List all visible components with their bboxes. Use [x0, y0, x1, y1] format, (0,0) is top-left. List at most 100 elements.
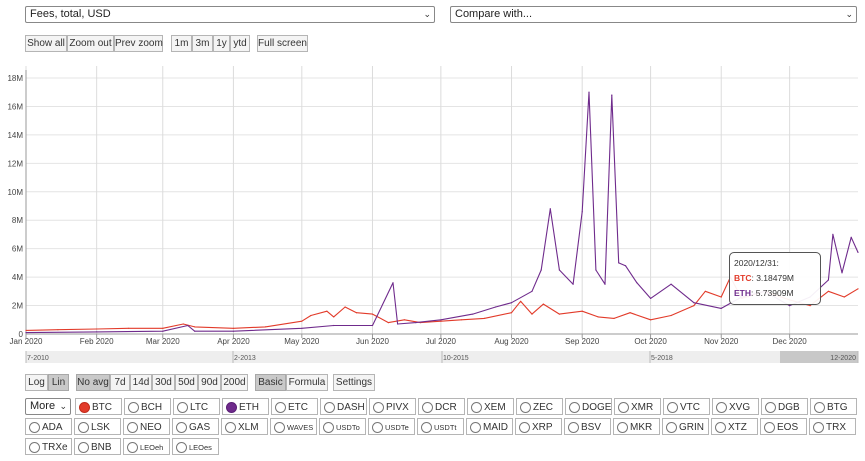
coin-toggle-ada[interactable]: ADA — [25, 418, 72, 435]
coin-toggle-xem[interactable]: XEM — [467, 398, 514, 415]
coin-toggle-pivx[interactable]: PIVX — [369, 398, 416, 415]
range-ytd-button[interactable]: ytd — [230, 35, 250, 52]
coin-toggle-mkr[interactable]: MKR — [613, 418, 660, 435]
coin-label: ETC — [288, 402, 308, 413]
tooltip-btc-value: : 3.18479M — [751, 273, 795, 283]
navigator-label: 2-2013 — [234, 355, 256, 362]
coin-toggle-leoeh[interactable]: LEOeh — [123, 438, 170, 455]
coin-toggle-ltc[interactable]: LTC — [173, 398, 220, 415]
coin-toggle-trx[interactable]: TRX — [809, 418, 856, 435]
coin-toggle-bch[interactable]: BCH — [124, 398, 171, 415]
coin-toggle-bnb[interactable]: BNB — [74, 438, 121, 455]
data-point-eth — [618, 262, 620, 264]
coin-toggle-lsk[interactable]: LSK — [74, 418, 121, 435]
coin-toggle-doge[interactable]: DOGE — [565, 398, 612, 415]
data-point-eth — [841, 272, 843, 274]
coin-toggle-btc[interactable]: BTC — [75, 398, 122, 415]
radio-icon — [764, 422, 775, 433]
coin-label: MKR — [630, 422, 653, 433]
show-all-button[interactable]: Show all — [25, 35, 67, 52]
coin-label: XRP — [532, 422, 553, 433]
prev-zoom-button[interactable]: Prev zoom — [114, 35, 163, 52]
data-point-btc — [355, 312, 358, 314]
zoom-out-button[interactable]: Zoom out — [67, 35, 114, 52]
coin-toggle-vtc[interactable]: VTC — [663, 398, 710, 415]
coin-toggle-bsv[interactable]: BSV — [564, 418, 611, 435]
avg-50d-button[interactable]: 50d — [175, 374, 198, 391]
y-tick-label: 2M — [12, 302, 23, 311]
coin-toggle-eos[interactable]: EOS — [760, 418, 807, 435]
coin-toggle-xlm[interactable]: XLM — [221, 418, 268, 435]
coin-toggle-xmr[interactable]: XMR — [614, 398, 661, 415]
full-screen-button[interactable]: Full screen — [257, 35, 308, 52]
avg-14d-button[interactable]: 14d — [130, 374, 152, 391]
lin-scale-button[interactable]: Lin — [48, 374, 69, 391]
coin-toggle-etc[interactable]: ETC — [271, 398, 318, 415]
coin-label: ZEC — [533, 402, 553, 413]
radio-icon — [715, 422, 726, 433]
avg-200d-button[interactable]: 200d — [221, 374, 248, 391]
coin-toggle-dash[interactable]: DASH — [320, 398, 367, 415]
coin-toggle-btg[interactable]: BTG — [810, 398, 857, 415]
coin-toggle-xvg[interactable]: XVG — [712, 398, 759, 415]
range-1m-button[interactable]: 1m — [171, 35, 192, 52]
range-3m-button[interactable]: 3m — [192, 35, 213, 52]
coin-toggle-eth[interactable]: ETH — [222, 398, 269, 415]
formula-mode-button[interactable]: Formula — [286, 374, 328, 391]
radio-icon — [618, 402, 629, 413]
data-point-eth — [604, 283, 606, 285]
coin-toggle-dcr[interactable]: DCR — [418, 398, 465, 415]
x-tick-label: Feb 2020 — [80, 337, 114, 346]
coin-toggle-dgb[interactable]: DGB — [761, 398, 808, 415]
data-point-eth — [540, 269, 542, 271]
y-tick-label: 4M — [12, 273, 23, 282]
coin-label: TRXe — [42, 442, 68, 453]
coin-label: VTC — [680, 402, 700, 413]
compare-select[interactable]: Compare with... ⌄ — [450, 6, 857, 23]
y-tick-label: 12M — [7, 159, 23, 168]
chart-tooltip: 2020/12/31: BTC: 3.18479M ETH: 5.73909M — [729, 252, 821, 305]
avg-7d-button[interactable]: 7d — [110, 374, 130, 391]
settings-button[interactable]: Settings — [333, 374, 375, 391]
radio-icon — [666, 422, 677, 433]
data-point-btc — [827, 290, 830, 292]
coin-toggle-usdtt[interactable]: USDTt — [417, 418, 464, 435]
coin-toggle-trxe[interactable]: TRXe — [25, 438, 72, 455]
more-select[interactable]: More ⌄ — [25, 398, 71, 415]
coin-toggle-xrp[interactable]: XRP — [515, 418, 562, 435]
data-point-eth — [857, 251, 859, 253]
range-1y-button[interactable]: 1y — [213, 35, 230, 52]
avg-90d-button[interactable]: 90d — [198, 374, 221, 391]
coin-toggle-xtz[interactable]: XTZ — [711, 418, 758, 435]
coin-label: BCH — [141, 402, 163, 413]
navigator-label: 10-2015 — [443, 355, 469, 362]
basic-mode-button[interactable]: Basic — [255, 374, 286, 391]
coin-toggle-neo[interactable]: NEO — [123, 418, 170, 435]
coin-label: XEM — [484, 402, 506, 413]
coin-toggle-usdte[interactable]: USDTe — [368, 418, 415, 435]
avg-30d-button[interactable]: 30d — [152, 374, 175, 391]
coin-toggle-waves[interactable]: WAVES — [270, 418, 317, 435]
coin-label: GAS — [189, 422, 211, 433]
coin-toggle-grin[interactable]: GRIN — [662, 418, 709, 435]
data-point-eth — [495, 306, 497, 308]
coin-toggle-maid[interactable]: MAID — [466, 418, 513, 435]
radio-icon — [29, 422, 40, 433]
data-point-btc — [96, 328, 98, 330]
data-point-eth — [531, 290, 533, 292]
range-navigator: 7-2010 2-2013 10-2015 5-2018 12-2020 — [25, 351, 859, 363]
data-point-eth — [558, 269, 561, 271]
metric-select[interactable]: Fees, total, USD ⌄ — [25, 6, 435, 23]
coin-toggle-zec[interactable]: ZEC — [516, 398, 563, 415]
data-point-btc — [57, 329, 59, 331]
coin-toggle-gas[interactable]: GAS — [172, 418, 219, 435]
log-scale-button[interactable]: Log — [25, 374, 48, 391]
navigator-selection[interactable] — [780, 351, 858, 363]
no-avg-button[interactable]: No avg — [76, 374, 110, 391]
coin-toggle-leoes[interactable]: LEOes — [172, 438, 219, 455]
data-point-btc — [693, 305, 695, 307]
data-point-btc — [581, 310, 583, 312]
data-point-btc — [857, 288, 859, 290]
coin-toggle-usdto[interactable]: USDTo — [319, 418, 366, 435]
fees-chart[interactable]: 0 2M 4M 6M 8M 10M 12M 14M 16M 18M Jan 2020 Feb 202… — [0, 0, 865, 370]
